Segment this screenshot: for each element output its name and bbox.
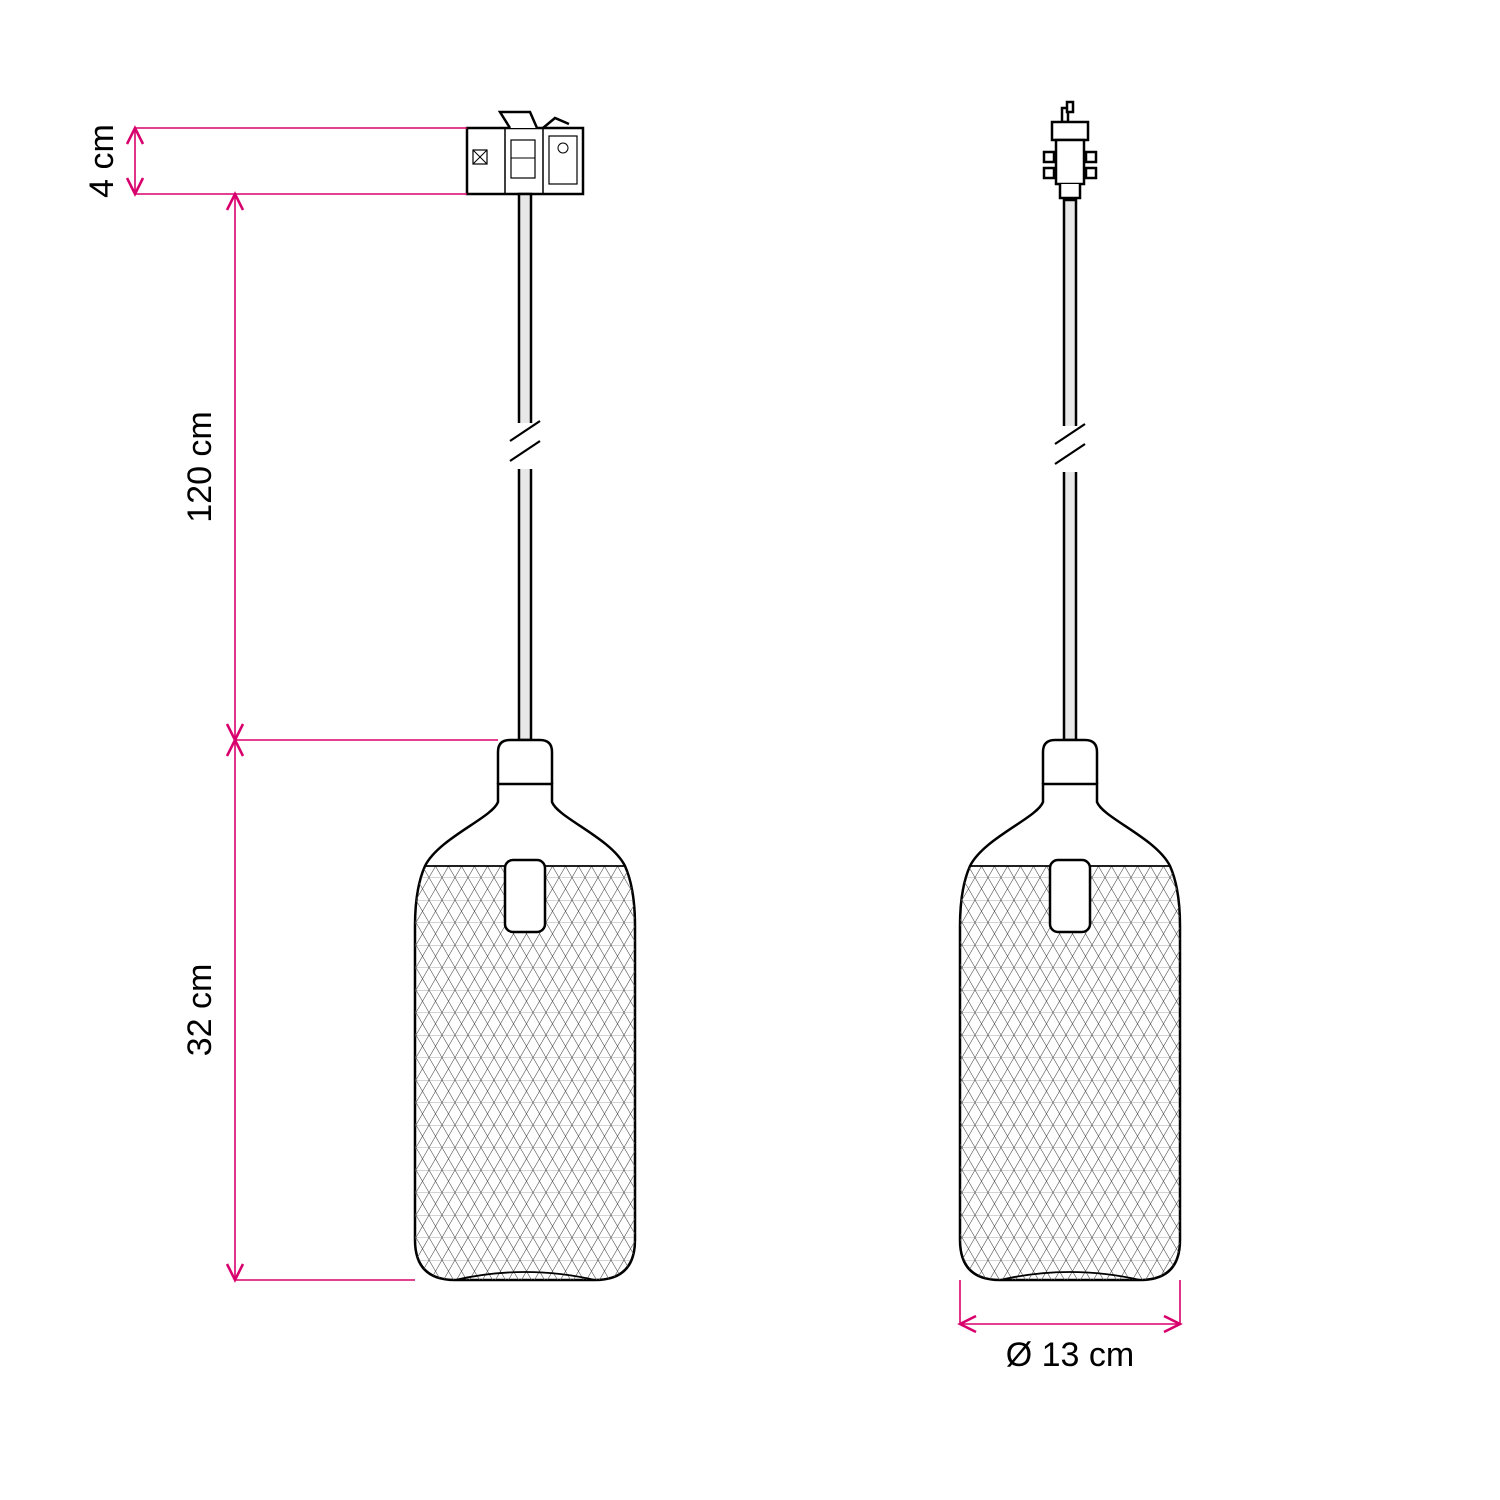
bulb-socket — [1050, 860, 1090, 932]
dim-shade-height: 32 cm — [181, 964, 219, 1057]
dim-connector-height: 4 cm — [83, 124, 121, 198]
dim-cable-length: 120 cm — [181, 411, 219, 523]
lamp-holder — [1043, 740, 1097, 784]
pendant-lamp-tech-drawing: 4 cm 120 cm 32 cm Ø 13 cm — [0, 0, 1500, 1500]
lamp-left — [415, 112, 635, 1280]
ceiling-clip-body — [1052, 122, 1088, 140]
dim-shade-diameter: Ø 13 cm — [1006, 1336, 1134, 1374]
lamp-holder — [498, 740, 552, 784]
lamp-right — [960, 102, 1180, 1280]
bulb-socket — [505, 860, 545, 932]
